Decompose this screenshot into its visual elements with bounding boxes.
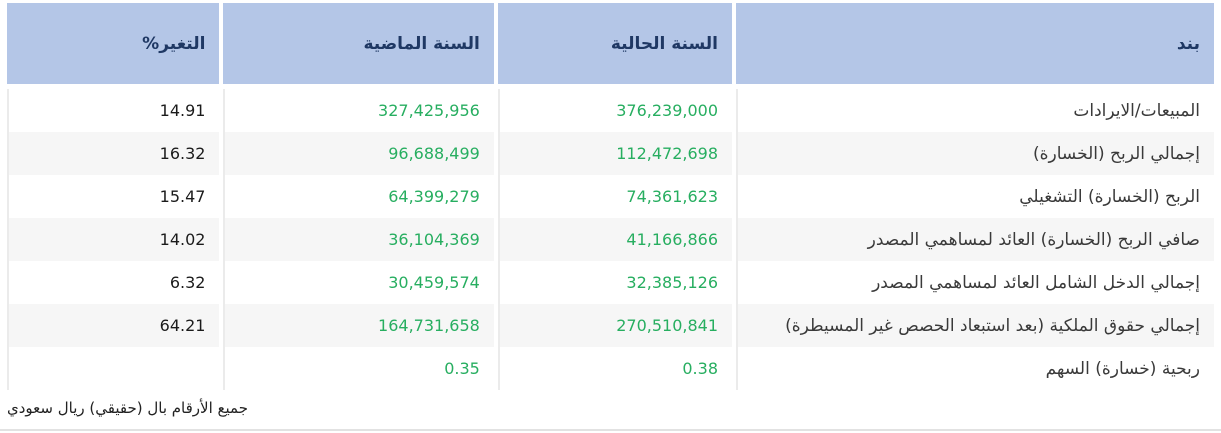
- table-row: ربحية (خسارة) السهم 0.38 0.35: [7, 347, 1214, 390]
- col-header-current-year: السنة الحالية: [497, 3, 732, 89]
- financials-table: بند السنة الحالية السنة الماضية التغير% …: [3, 3, 1218, 390]
- col-header-previous-year: السنة الماضية: [223, 3, 494, 89]
- item-cell: صافي الربح (الخسارة) العائد لمساهمي المص…: [736, 218, 1214, 261]
- col-header-item: بند: [736, 3, 1214, 89]
- change-pct-value: 64.21: [7, 304, 220, 347]
- header-row: بند السنة الحالية السنة الماضية التغير%: [7, 3, 1214, 89]
- item-cell: إجمالي الربح (الخسارة): [736, 132, 1214, 175]
- change-pct-value: 14.91: [7, 89, 220, 132]
- previous-year-value: 96,688,499: [223, 132, 494, 175]
- current-year-value: 270,510,841: [497, 304, 732, 347]
- previous-year-value: 30,459,574: [223, 261, 494, 304]
- table-row: إجمالي الربح (الخسارة) 112,472,698 96,688,…: [7, 132, 1214, 175]
- table-row: إجمالي حقوق الملكية (بعد استبعاد الحصص غ…: [7, 304, 1214, 347]
- current-year-value: 0.38: [497, 347, 732, 390]
- previous-year-value: 64,399,279: [223, 175, 494, 218]
- item-cell: إجمالي حقوق الملكية (بعد استبعاد الحصص غ…: [736, 304, 1214, 347]
- currency-footnote: جميع الأرقام بال (حقيقي) ريال سعودي: [7, 399, 248, 417]
- previous-year-value: 327,425,956: [223, 89, 494, 132]
- previous-year-value: 164,731,658: [223, 304, 494, 347]
- table-row: إجمالي الدخل الشامل العائد لمساهمي المصد…: [7, 261, 1214, 304]
- change-pct-value: 15.47: [7, 175, 220, 218]
- current-year-value: 41,166,866: [497, 218, 732, 261]
- previous-year-value: 0.35: [223, 347, 494, 390]
- col-header-change-pct: التغير%: [7, 3, 220, 89]
- current-year-value: 32,385,126: [497, 261, 732, 304]
- current-year-value: 112,472,698: [497, 132, 732, 175]
- item-cell: ربحية (خسارة) السهم: [736, 347, 1214, 390]
- bottom-divider: [0, 429, 1221, 431]
- table-row: الربح (الخسارة) التشغيلي 74,361,623 64,399…: [7, 175, 1214, 218]
- item-cell: الربح (الخسارة) التشغيلي: [736, 175, 1214, 218]
- table-header: بند السنة الحالية السنة الماضية التغير%: [7, 3, 1214, 89]
- change-pct-value: 14.02: [7, 218, 220, 261]
- table-row: صافي الربح (الخسارة) العائد لمساهمي المص…: [7, 218, 1214, 261]
- previous-year-value: 36,104,369: [223, 218, 494, 261]
- change-pct-value: 16.32: [7, 132, 220, 175]
- current-year-value: 74,361,623: [497, 175, 732, 218]
- current-year-value: 376,239,000: [497, 89, 732, 132]
- table-row: المبيعات/الايرادات 376,239,000 327,425,956…: [7, 89, 1214, 132]
- change-pct-value: 6.32: [7, 261, 220, 304]
- item-cell: إجمالي الدخل الشامل العائد لمساهمي المصد…: [736, 261, 1214, 304]
- financials-table-body: المبيعات/الايرادات 376,239,000 327,425,956…: [7, 89, 1214, 390]
- change-pct-value: [7, 347, 220, 390]
- item-cell: المبيعات/الايرادات: [736, 89, 1214, 132]
